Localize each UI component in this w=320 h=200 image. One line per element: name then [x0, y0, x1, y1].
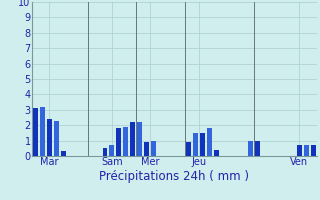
- Bar: [311, 145, 316, 156]
- Bar: [200, 133, 204, 156]
- Bar: [116, 128, 121, 156]
- Bar: [304, 145, 309, 156]
- Bar: [144, 142, 149, 156]
- Bar: [193, 133, 198, 156]
- Bar: [255, 141, 260, 156]
- X-axis label: Précipitations 24h ( mm ): Précipitations 24h ( mm ): [100, 170, 249, 183]
- Bar: [33, 108, 38, 156]
- Bar: [207, 128, 212, 156]
- Bar: [54, 121, 59, 156]
- Bar: [61, 151, 66, 156]
- Bar: [109, 145, 114, 156]
- Bar: [130, 122, 135, 156]
- Bar: [47, 119, 52, 156]
- Bar: [102, 148, 108, 156]
- Bar: [137, 122, 142, 156]
- Bar: [40, 107, 45, 156]
- Bar: [214, 150, 219, 156]
- Bar: [248, 141, 253, 156]
- Bar: [297, 145, 302, 156]
- Bar: [186, 142, 191, 156]
- Bar: [123, 127, 128, 156]
- Bar: [151, 141, 156, 156]
